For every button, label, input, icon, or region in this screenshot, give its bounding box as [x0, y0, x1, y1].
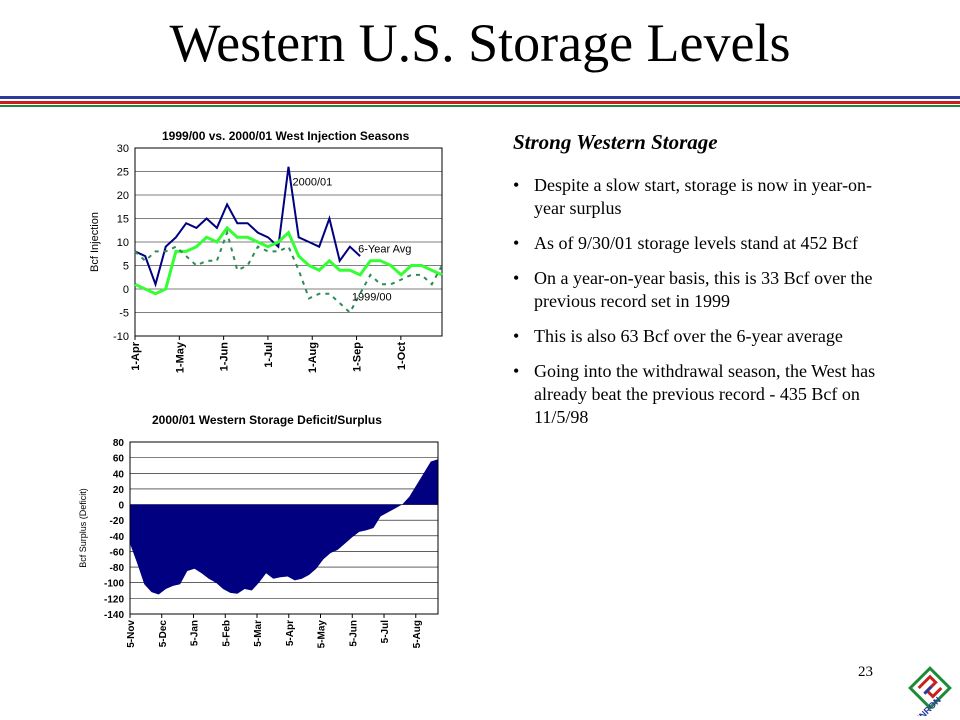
- bullet-item: • As of 9/30/01 storage levels stand at 4…: [513, 233, 858, 253]
- series-line: [134, 229, 443, 315]
- y-tick-label: 5: [123, 261, 129, 273]
- y-tick-label: -20: [110, 516, 125, 527]
- bullet-item: • Despite a slow start, storage is now in…: [513, 175, 873, 218]
- y-tick-label: -40: [110, 532, 125, 543]
- series-annotation: 6-Year Avg: [358, 243, 411, 255]
- y-tick-label: -120: [104, 594, 124, 605]
- x-tick-label: 1-Jul: [263, 342, 275, 368]
- x-tick-label: 5-Jan: [190, 620, 201, 646]
- y-axis-label: Bcf Surplus (Deficit): [78, 488, 88, 568]
- x-tick-label: 5-Aug: [412, 620, 423, 648]
- x-tick-label: 5-Jun: [348, 620, 359, 647]
- x-tick-label: 5-Nov: [126, 620, 137, 648]
- y-axis-label: Bcf Injection: [89, 212, 101, 272]
- y-tick-label: 20: [113, 485, 125, 496]
- enron-logo-icon: ENRON: [908, 666, 952, 716]
- x-tick-label: 5-May: [317, 620, 328, 649]
- y-tick-label: 0: [123, 284, 129, 296]
- surplus-deficit-area: [130, 459, 438, 595]
- y-tick-label: -80: [110, 563, 125, 574]
- y-tick-label: -5: [119, 308, 129, 320]
- x-tick-label: 5-Apr: [285, 620, 296, 646]
- x-tick-label: 5-Dec: [158, 620, 169, 648]
- y-tick-label: 0: [118, 501, 124, 512]
- bullet-list: • Despite a slow start, storage is now in…: [513, 174, 903, 441]
- y-tick-label: 25: [117, 167, 129, 179]
- bullet-item: • This is also 63 Bcf over the 6-year ave…: [513, 326, 843, 346]
- x-tick-label: 1-May: [174, 341, 186, 373]
- y-tick-label: 80: [113, 438, 125, 449]
- x-tick-label: 5-Jul: [380, 620, 391, 644]
- x-tick-label: 1-Aug: [307, 342, 319, 373]
- plot-area: [129, 441, 439, 615]
- injection-chart: 30 25 20 15 10 5 0 -5 -101-Apr 1-May 1-Jun 1-Jul 1-A…: [89, 143, 443, 373]
- y-tick-label: 10: [117, 237, 129, 249]
- x-tick-label: 5-Feb: [221, 620, 232, 647]
- series-line: [134, 166, 361, 288]
- y-tick-label: 60: [113, 454, 125, 465]
- y-tick-label: 30: [117, 143, 129, 155]
- y-tick-label: -10: [113, 331, 129, 343]
- plot-area: [134, 147, 443, 337]
- y-tick-label: -60: [110, 547, 125, 558]
- x-tick-label: 5-Mar: [253, 620, 264, 647]
- bullet-item: • Going into the withdrawal season, the W…: [513, 361, 876, 427]
- y-tick-label: -100: [104, 579, 124, 590]
- y-tick-label: 15: [117, 214, 129, 226]
- x-tick-label: 1-Sep: [352, 342, 364, 372]
- slide-title: Western U.S. Storage Levels: [169, 13, 791, 73]
- page-number: 23: [858, 664, 873, 680]
- bullet-item: • On a year-on-year basis, this is 33 Bcf…: [513, 268, 873, 311]
- y-tick-label: 40: [113, 469, 125, 480]
- x-tick-label: 1-Oct: [396, 342, 408, 370]
- series-annotation: 1999/00: [352, 291, 392, 303]
- x-tick-label: 1-Jun: [219, 342, 231, 372]
- y-tick-label: 20: [117, 190, 129, 202]
- section-heading: Strong Western Storage: [513, 130, 718, 154]
- title-underline: [0, 96, 960, 107]
- chart1-title: 1999/00 vs. 2000/01 West Injection Seaso…: [162, 129, 410, 143]
- x-tick-label: 1-Apr: [130, 341, 142, 370]
- chart2-title: 2000/01 Western Storage Deficit/Surplus: [152, 413, 382, 427]
- series-annotation: 2000/01: [293, 177, 333, 189]
- logo-text: ENRON: [913, 695, 943, 716]
- series-line: [134, 225, 443, 296]
- y-tick-label: -140: [104, 610, 124, 621]
